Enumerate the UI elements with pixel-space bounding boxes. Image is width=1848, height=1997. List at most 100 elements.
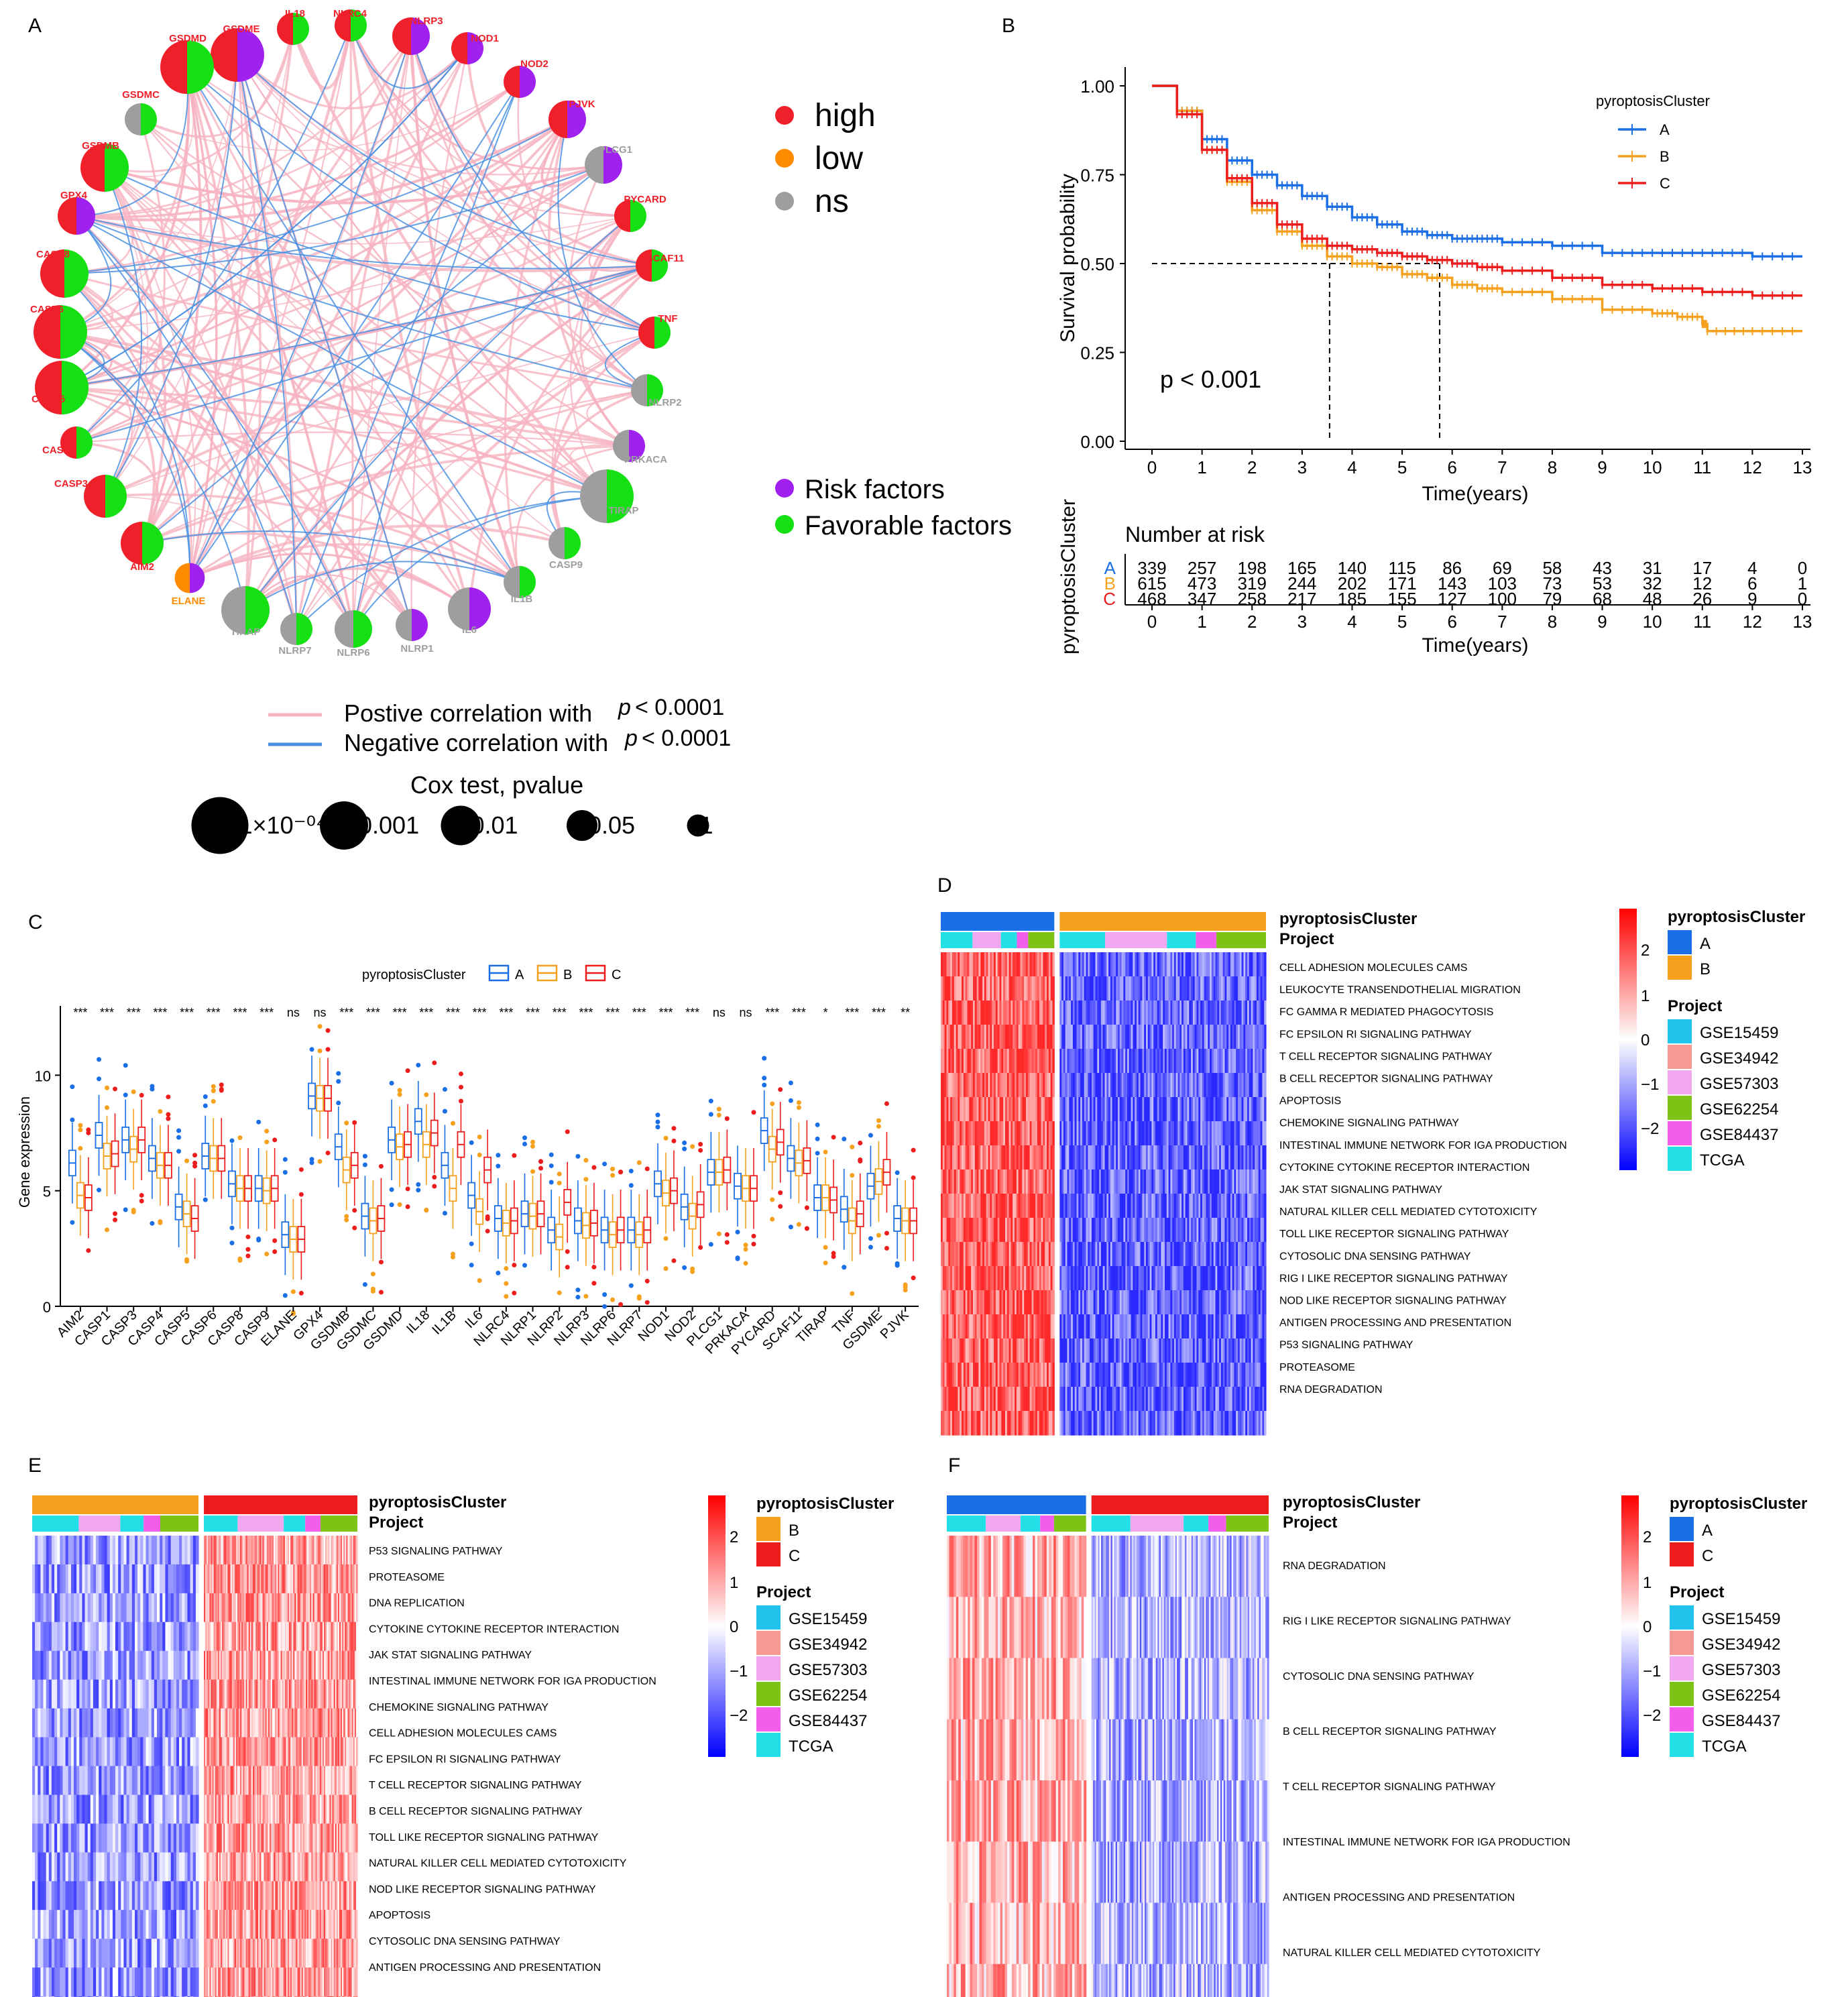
- heat-cell: [1086, 1363, 1088, 1387]
- heat-cell: [1210, 1266, 1212, 1291]
- heat-cell: [1010, 1025, 1013, 1049]
- heat-cell: [1220, 1363, 1224, 1387]
- heat-cell: [954, 1266, 957, 1291]
- heat-cell: [967, 1194, 970, 1218]
- heat-cell: [962, 1145, 964, 1170]
- panel-label-E: E: [28, 1454, 42, 1477]
- positive-edge: [104, 28, 294, 173]
- heat-cell: [1050, 1025, 1053, 1049]
- heat-cell: [1119, 1363, 1122, 1387]
- heat-cell: [1144, 952, 1147, 977]
- heat-cell: [1161, 1121, 1163, 1146]
- outlier: [150, 1220, 155, 1226]
- heat-cell: [1082, 1169, 1085, 1194]
- heat-cell: [946, 1073, 949, 1098]
- heat-cell: [1088, 1194, 1090, 1218]
- heat-cell: [1135, 1121, 1137, 1146]
- heat-cell: [1065, 1387, 1068, 1412]
- heat-cell: [1078, 1145, 1081, 1170]
- heat-cell: [1213, 1121, 1216, 1146]
- heat-cell: [1123, 1266, 1126, 1291]
- heat-cell: [1202, 1049, 1205, 1074]
- risk-x-tick-label: 4: [1347, 612, 1356, 632]
- heat-cell: [1243, 1266, 1246, 1291]
- heat-cell: [1022, 952, 1025, 977]
- negative-edge: [353, 81, 520, 630]
- heat-cell: [1245, 976, 1248, 1001]
- heat-cell: [1146, 1218, 1149, 1243]
- outlier: [166, 1112, 171, 1117]
- heat-cell: [1230, 1338, 1233, 1363]
- heat-cell: [1059, 1411, 1062, 1436]
- heat-cell: [1100, 1218, 1104, 1243]
- heat-cell: [1140, 952, 1143, 977]
- heat-cell: [1236, 1001, 1238, 1025]
- edge-legend-negative-label: Negative correlation with: [344, 729, 608, 756]
- heat-cell: [1185, 1194, 1188, 1218]
- outlier: [370, 1271, 376, 1277]
- positive-edge: [410, 48, 469, 626]
- heat-cell: [1065, 1314, 1068, 1339]
- heat-cell: [1264, 1025, 1267, 1049]
- significance-label: ***: [792, 1006, 806, 1019]
- heat-cell: [1080, 1169, 1083, 1194]
- heat-cell: [988, 1049, 990, 1074]
- heat-cell: [1069, 1387, 1072, 1412]
- heat-cell: [1001, 1025, 1004, 1049]
- heat-cell: [971, 952, 974, 977]
- heat-cell: [1161, 1387, 1163, 1412]
- heat-cell: [1026, 1073, 1029, 1098]
- heat-cell: [954, 1290, 957, 1315]
- heat-cell: [1161, 1411, 1163, 1436]
- heat-cell: [1071, 1121, 1074, 1146]
- heat-cell: [1144, 1121, 1147, 1146]
- heat-cell: [1161, 1194, 1163, 1218]
- heat-cell: [1161, 1025, 1163, 1049]
- heat-cell: [1155, 1169, 1158, 1194]
- heat-cell: [1035, 1266, 1038, 1291]
- outlier: [203, 1197, 208, 1202]
- heat-cell: [1219, 1145, 1222, 1170]
- heat-cell: [1155, 1145, 1158, 1170]
- outlier: [123, 1092, 128, 1098]
- heat-cell: [1045, 1121, 1047, 1146]
- heat-cell: [1179, 1242, 1182, 1267]
- heat-cell: [951, 1266, 955, 1291]
- heat-cell: [1153, 1097, 1156, 1122]
- heat-cell: [1099, 1049, 1102, 1074]
- pathway-label: NOD LIKE RECEPTOR SIGNALING PATHWAY: [1279, 1296, 1507, 1307]
- heat-cell: [1238, 1097, 1240, 1122]
- heat-cell: [1247, 1001, 1250, 1025]
- heat-cell: [1104, 1411, 1107, 1436]
- heat-cell: [962, 976, 964, 1001]
- node-label: TNF: [658, 313, 677, 325]
- heat-cell: [1069, 1242, 1072, 1267]
- heat-cell: [1219, 1121, 1222, 1146]
- heat-cell: [1198, 1194, 1201, 1218]
- heat-cell: [988, 1025, 990, 1049]
- heat-cell: [1144, 1266, 1147, 1291]
- heat-cell: [954, 1314, 957, 1339]
- positive-edge: [186, 66, 471, 610]
- heat-cell: [965, 1169, 968, 1194]
- heat-cell: [1228, 976, 1231, 1001]
- heat-cell: [948, 1338, 951, 1363]
- heat-cell: [1224, 1194, 1227, 1218]
- legend-label-C: C: [1660, 175, 1670, 192]
- risk-x-tick-label: 7: [1497, 612, 1507, 632]
- heat-cell: [944, 976, 947, 1001]
- heat-cell: [1172, 1145, 1175, 1170]
- heat-cell: [951, 1218, 955, 1243]
- heat-cell: [1159, 1025, 1161, 1049]
- heat-cell: [1166, 1338, 1169, 1363]
- heat-cell: [986, 1025, 989, 1049]
- heat-cell: [1095, 1387, 1098, 1412]
- heat-cell: [1153, 1338, 1156, 1363]
- heat-cell: [1262, 1001, 1265, 1025]
- heat-cell: [1257, 1338, 1259, 1363]
- heat-cell: [1135, 1025, 1137, 1049]
- heat-cell: [1217, 1314, 1220, 1339]
- heat-cell: [950, 952, 953, 977]
- heat-cell: [1161, 952, 1163, 977]
